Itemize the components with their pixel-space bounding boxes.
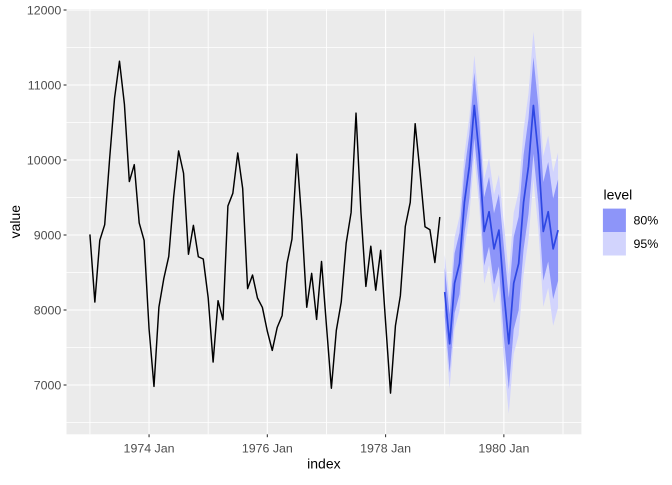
svg-text:1976 Jan: 1976 Jan [242,441,293,455]
svg-text:index: index [307,456,340,472]
svg-text:value: value [7,205,23,239]
svg-text:10000: 10000 [27,153,62,167]
svg-text:level: level [604,187,633,203]
svg-text:12000: 12000 [27,3,62,17]
svg-text:8000: 8000 [34,303,62,317]
svg-text:80%: 80% [634,214,659,228]
svg-text:1974 Jan: 1974 Jan [124,441,175,455]
svg-text:1980 Jan: 1980 Jan [478,441,529,455]
svg-text:95%: 95% [634,237,659,251]
svg-text:11000: 11000 [28,78,62,92]
svg-text:7000: 7000 [34,378,62,392]
svg-text:1978 Jan: 1978 Jan [360,441,411,455]
svg-text:9000: 9000 [34,228,62,242]
